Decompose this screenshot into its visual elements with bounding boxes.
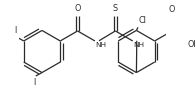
- Text: I: I: [14, 26, 17, 35]
- Text: NH: NH: [133, 42, 144, 48]
- Text: OH: OH: [187, 40, 195, 49]
- Text: NH: NH: [96, 42, 106, 48]
- Text: Cl: Cl: [139, 16, 147, 25]
- Text: I: I: [33, 78, 35, 87]
- Text: O: O: [169, 5, 175, 14]
- Text: O: O: [74, 4, 81, 13]
- Text: S: S: [113, 4, 118, 13]
